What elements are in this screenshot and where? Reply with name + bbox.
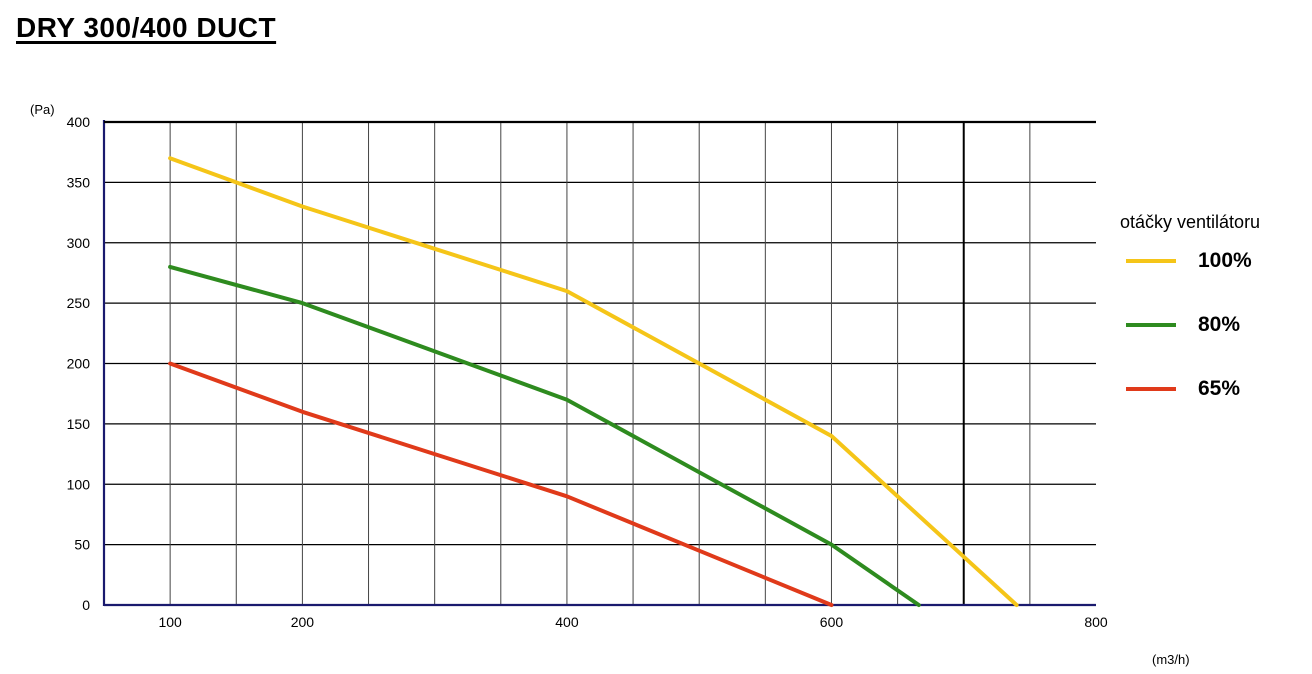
y-tick-label: 250 (67, 295, 91, 311)
y-tick-label: 200 (67, 356, 91, 372)
y-axis-ticks: 0 50 100 150 200 250 300 350 400 (67, 114, 91, 613)
legend-items: 100% 80% 65% (1120, 249, 1300, 441)
legend-swatch (1126, 259, 1176, 263)
legend-label: 100% (1198, 249, 1252, 272)
series-line-2 (168, 361, 834, 607)
y-tick-label: 100 (67, 476, 91, 492)
legend-label: 65% (1198, 377, 1241, 400)
x-tick-label: 600 (820, 614, 844, 630)
x-tick-label: 400 (555, 614, 579, 630)
axes (102, 120, 1096, 607)
y-axis-label: (Pa) (30, 102, 55, 117)
x-axis-label: (m3/h) (1152, 652, 1190, 667)
legend-item: 100% (1120, 249, 1300, 313)
y-tick-label: 50 (74, 537, 90, 553)
legend: otáčky ventilátoru 100% 80% 65% (1120, 212, 1300, 441)
grid (104, 121, 1096, 606)
legend-swatch (1126, 323, 1176, 327)
y-tick-label: 0 (82, 597, 90, 613)
legend-item: 65% (1120, 377, 1300, 441)
legend-swatch (1126, 387, 1176, 391)
x-tick-label: 200 (291, 614, 315, 630)
series-line-1 (168, 264, 921, 607)
y-tick-label: 400 (67, 114, 91, 130)
y-tick-label: 150 (67, 416, 91, 432)
series-lines (168, 156, 1019, 607)
legend-title: otáčky ventilátoru (1120, 212, 1261, 232)
x-tick-label: 100 (158, 614, 182, 630)
x-axis-ticks: 100 200 400 600 800 (158, 614, 1107, 630)
x-tick-label: 800 (1084, 614, 1108, 630)
chart-title: DRY 300/400 DUCT (16, 12, 277, 43)
legend-item: 80% (1120, 313, 1300, 377)
y-tick-label: 300 (67, 235, 91, 251)
legend-label: 80% (1198, 313, 1241, 336)
series-line-0 (168, 156, 1019, 607)
y-tick-label: 350 (67, 174, 91, 190)
